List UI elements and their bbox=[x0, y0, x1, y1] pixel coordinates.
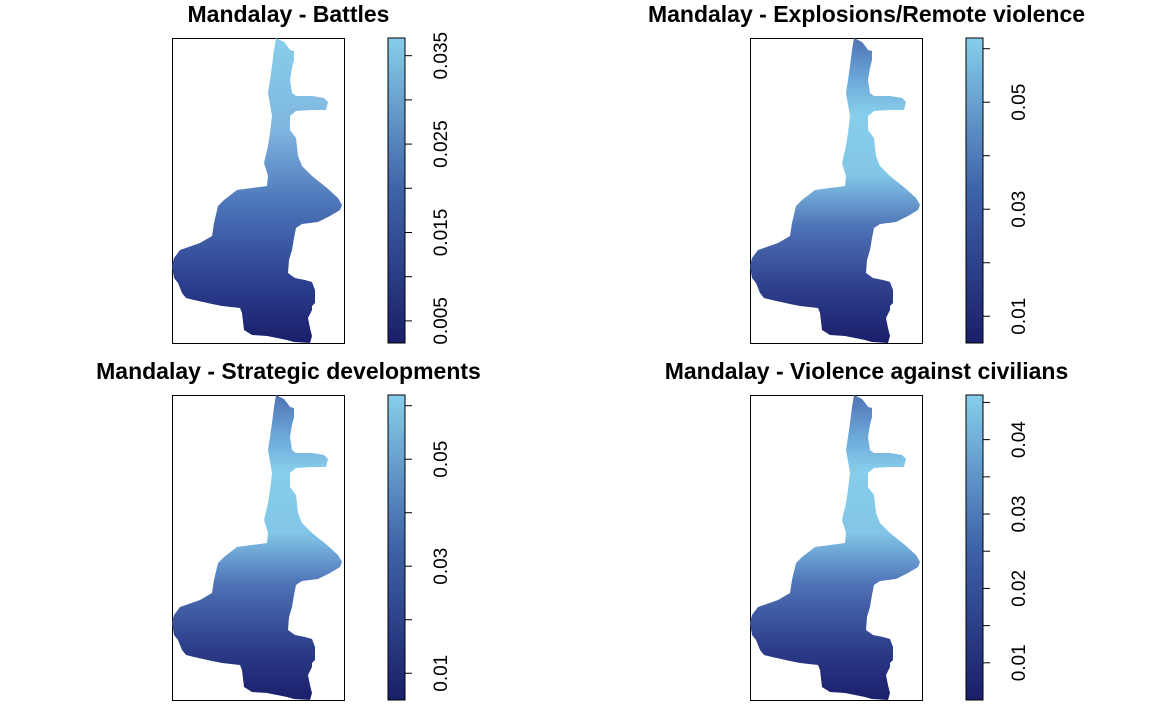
legend-tick-label: 0.005 bbox=[431, 297, 452, 345]
chart-title: Mandalay - Explosions/Remote violence bbox=[647, 1, 1086, 27]
panel-strategic: Mandalay - Strategic developments 0.01 0.… bbox=[0, 357, 577, 713]
legend-tick-label: 0.035 bbox=[431, 32, 452, 80]
map-frame bbox=[172, 38, 345, 344]
legend-tick-label: 0.05 bbox=[431, 441, 452, 478]
map-frame bbox=[750, 395, 923, 701]
panel-battles: Mandalay - Battles 0.005 0.015 0.025 0.035 bbox=[0, 0, 577, 356]
panel-violence-civilians: Mandalay - Violence against civilians 0.… bbox=[578, 357, 1155, 713]
chart-title: Mandalay - Violence against civilians bbox=[664, 358, 1069, 384]
legend-colorbar bbox=[965, 37, 984, 344]
legend-tick-label: 0.01 bbox=[431, 655, 452, 692]
panel-explosions: Mandalay - Explosions/Remote violence 0.… bbox=[578, 0, 1155, 356]
legend-colorbar bbox=[387, 394, 406, 701]
chart-title: Mandalay - Battles bbox=[187, 1, 390, 27]
legend-tick-label: 0.025 bbox=[431, 120, 452, 168]
mandalay-region bbox=[750, 395, 920, 700]
mandalay-region bbox=[172, 38, 342, 343]
legend-colorbar bbox=[387, 37, 406, 344]
legend-tick-label: 0.01 bbox=[1009, 298, 1030, 335]
chart-explosions: 0.01 0.03 0.05 bbox=[750, 37, 1030, 344]
legend-tick-label: 0.05 bbox=[1009, 84, 1030, 121]
chart-strategic: 0.01 0.03 0.05 bbox=[172, 394, 452, 701]
mandalay-region bbox=[750, 38, 920, 343]
legend-tick-label: 0.01 bbox=[1009, 644, 1030, 681]
chart-title: Mandalay - Strategic developments bbox=[96, 358, 481, 384]
chart-battles: 0.005 0.015 0.025 0.035 bbox=[172, 32, 452, 345]
chart-violence-civilians: 0.01 0.02 0.03 0.04 bbox=[750, 394, 1030, 701]
map-frame bbox=[750, 38, 923, 344]
legend-tick-label: 0.03 bbox=[431, 548, 452, 585]
legend-tick-label: 0.03 bbox=[1009, 496, 1030, 533]
legend-tick-label: 0.03 bbox=[1009, 191, 1030, 228]
legend-colorbar bbox=[965, 394, 984, 701]
legend-tick-label: 0.015 bbox=[431, 209, 452, 257]
legend-tick-label: 0.04 bbox=[1009, 421, 1030, 458]
mandalay-region bbox=[172, 395, 342, 700]
map-frame bbox=[172, 395, 345, 701]
legend-tick-label: 0.02 bbox=[1009, 570, 1030, 607]
